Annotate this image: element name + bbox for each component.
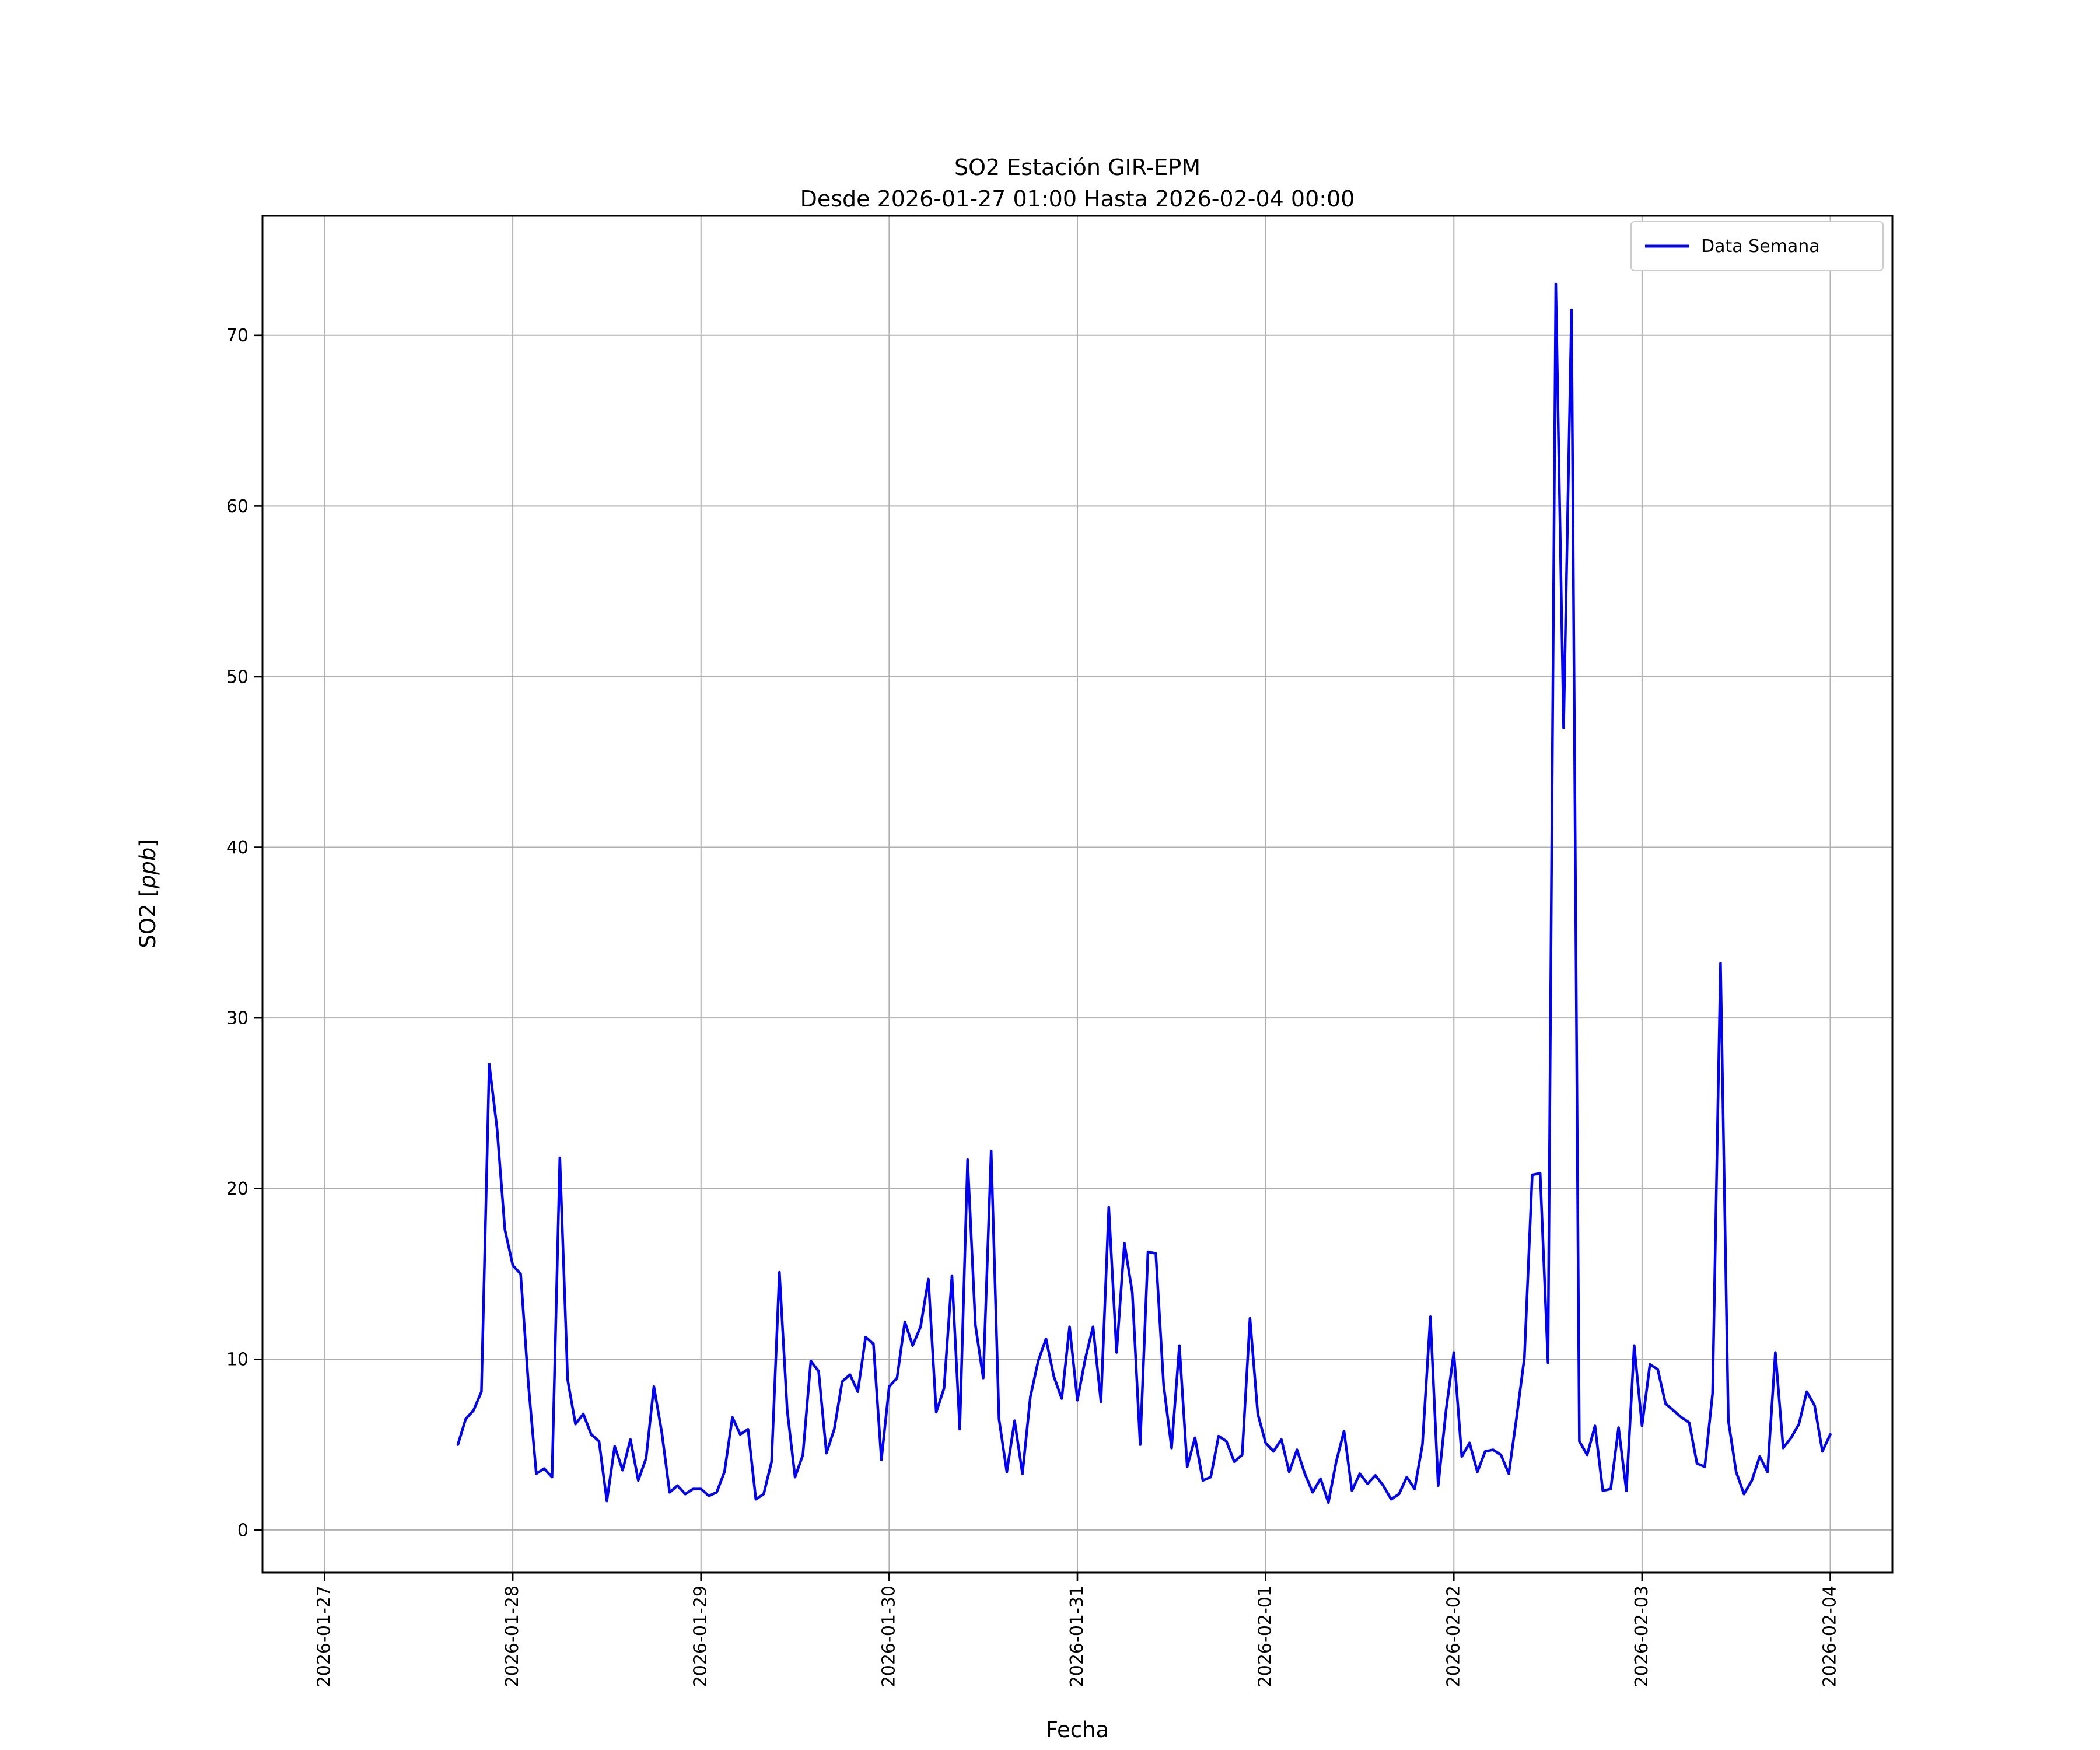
legend-label: Data Semana: [1701, 236, 1820, 257]
y-tick-label: 40: [226, 838, 249, 858]
x-tick-label: 2026-02-02: [1443, 1586, 1464, 1687]
legend-box: [1630, 221, 1884, 271]
axes-frame: [261, 215, 1894, 1574]
x-tick-label: 2026-02-04: [1820, 1586, 1840, 1687]
tick-label-layer: 0 10 20 30 40 50 60 70 2026-01-27 2026-01-28 2026-…: [226, 326, 1840, 1687]
y-axis-label-prefix: SO2 [: [135, 888, 160, 948]
x-tick-label: 2026-01-29: [691, 1586, 711, 1687]
y-tick-label: 10: [226, 1350, 249, 1370]
x-tick-label: 2026-01-30: [878, 1586, 899, 1687]
chart-subtitle: Desde 2026-01-27 01:00 Hasta 2026-02-04 …: [800, 186, 1355, 212]
x-tick-label: 2026-01-31: [1067, 1586, 1087, 1687]
data-line: [456, 282, 1832, 1504]
x-axis-label: Fecha: [1046, 1717, 1110, 1742]
legend: Data Semana: [1630, 221, 1884, 271]
grid-layer: [262, 216, 1892, 1573]
y-tick-label: 20: [226, 1179, 249, 1199]
chart-title: SO2 Estación GIR-EPM: [954, 155, 1200, 180]
y-tick-label: 50: [226, 667, 249, 687]
x-tick-label: 2026-02-03: [1632, 1586, 1652, 1687]
y-tick-label: 0: [237, 1520, 249, 1541]
y-axis-label-unit: ppb: [135, 848, 160, 889]
y-axis-label-suffix: ]: [135, 839, 160, 847]
axis-layer: [254, 215, 1894, 1581]
y-tick-label: 30: [226, 1009, 249, 1029]
x-tick-label: 2026-01-27: [314, 1586, 334, 1687]
x-tick-label: 2026-02-01: [1255, 1586, 1276, 1687]
y-tick-label: 60: [226, 496, 249, 517]
data-series-layer: [456, 282, 1832, 1504]
y-axis-label: SO2 [ppb]: [135, 839, 160, 948]
x-tick-label: 2026-01-28: [502, 1586, 523, 1687]
y-tick-label: 70: [226, 326, 249, 346]
